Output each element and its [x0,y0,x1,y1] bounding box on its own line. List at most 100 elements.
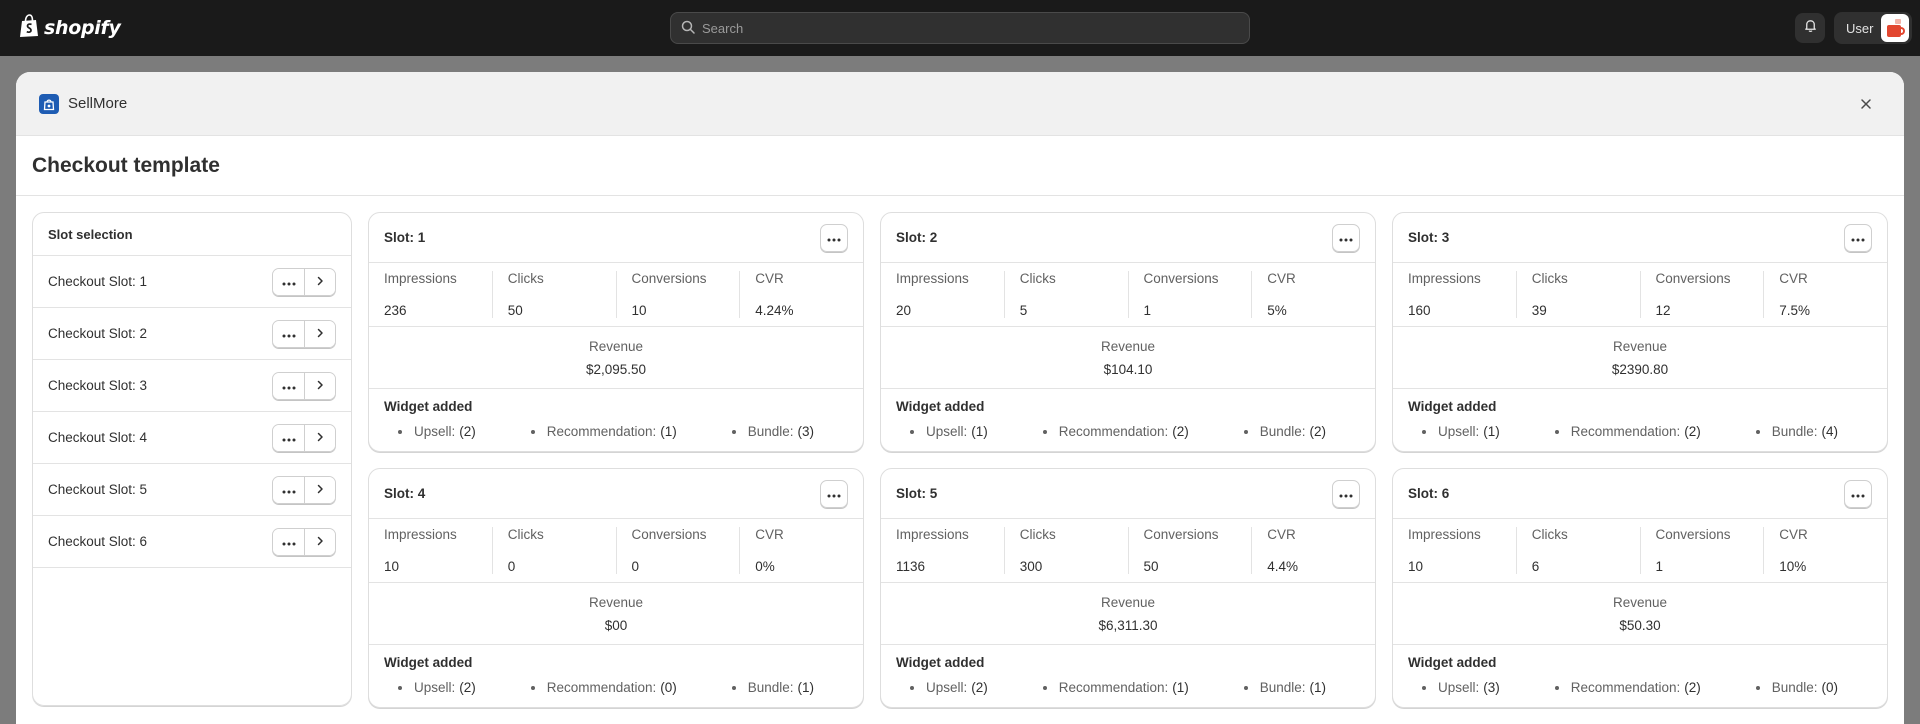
slot-more-button[interactable] [820,479,848,508]
metric-label: Conversions [1143,271,1219,286]
slot-list-item-label: Checkout Slot: 6 [48,534,148,549]
slot-more-button[interactable] [1332,223,1360,252]
slot-metrics: Impressions 10 Clicks 0 Conversions 0 CV… [369,519,863,583]
upsell-count: (3) [1483,680,1500,695]
slot-list-item-label: Checkout Slot: 5 [48,482,148,497]
clicks-value: 50 [507,303,523,318]
recommendation-item: Recommendation: (2) [1554,424,1701,439]
slot-card-1: Slot: 1 Impressions 236 Clicks 50 Conver… [368,212,864,452]
slot-selection-heading: Slot selection [33,213,351,256]
open-slot-button[interactable] [304,268,335,295]
slot-more-button[interactable] [1844,479,1872,508]
sidebar-item-slot-2[interactable]: Checkout Slot: 2 [33,308,351,360]
impressions-metric: Impressions 10 [1393,527,1516,574]
bundle-item: Bundle: (4) [1755,424,1838,439]
chevron-right-icon [316,482,324,497]
more-actions-button[interactable] [273,424,304,451]
bullet-icon [731,429,736,434]
slot-list-item-label: Checkout Slot: 4 [48,430,148,445]
upsell-label: Upsell: [926,424,968,439]
revenue-value: $2390.80 [1611,361,1669,377]
metric-label: Conversions [631,527,707,542]
recommendation-label: Recommendation: [1570,424,1681,439]
sidebar-item-slot-5[interactable]: Checkout Slot: 5 [33,464,351,516]
widgets-section: Widget added Upsell: (2) Recommendation:… [369,389,863,439]
widget-list: Upsell: (1) Recommendation: (2) Bundle: … [896,424,1360,439]
widget-list: Upsell: (1) Recommendation: (2) Bundle: … [1408,424,1872,439]
bullet-icon [910,429,914,434]
slot-actions [272,267,336,296]
bundle-label: Bundle: [747,680,794,695]
impressions-metric: Impressions 10 [369,527,492,574]
more-actions-button[interactable] [273,372,304,399]
bell-icon [1803,18,1818,38]
widgets-title: Widget added [896,399,985,414]
upsell-count: (2) [459,680,476,695]
conversions-metric: Conversions 0 [615,527,740,574]
bullet-icon [530,429,535,434]
open-slot-button[interactable] [304,528,335,555]
bundle-item: Bundle: (1) [1243,680,1326,695]
sidebar-item-slot-3[interactable]: Checkout Slot: 3 [33,360,351,412]
slot-more-button[interactable] [820,223,848,252]
more-actions-button[interactable] [273,528,304,555]
revenue-label: Revenue [588,594,644,610]
sidebar-item-slot-6[interactable]: Checkout Slot: 6 [33,516,351,568]
more-actions-button[interactable] [273,476,304,503]
cvr-value: 4.4% [1267,559,1299,574]
metric-label: Clicks [1019,271,1056,286]
revenue-label: Revenue [1100,594,1156,610]
checkout-template-modal: SellMore Checkout template Slot selectio… [16,72,1904,724]
app-icon [39,93,59,114]
more-horizontal-icon [827,229,841,247]
cvr-value: 0% [755,559,775,574]
bundle-count: (1) [797,680,815,695]
open-slot-button[interactable] [304,372,335,399]
bullet-icon [1554,685,1559,690]
conversions-value: 1 [1143,303,1152,318]
page-title: Checkout template [32,153,220,177]
shopify-logo[interactable]: shopify [19,13,121,43]
widgets-title: Widget added [896,655,985,670]
clicks-value: 5 [1019,303,1028,318]
cvr-metric: CVR 7.5% [1763,271,1887,318]
chevron-right-icon [316,326,324,341]
bundle-item: Bundle: (2) [1243,424,1326,439]
upsell-label: Upsell: [1438,680,1480,695]
bullet-icon [1554,429,1559,434]
user-menu-button[interactable]: User [1834,12,1912,44]
slot-more-button[interactable] [1844,223,1872,252]
bullet-icon [398,685,402,690]
slot-actions [272,527,336,556]
revenue-label: Revenue [1100,338,1156,354]
sidebar-item-slot-1[interactable]: Checkout Slot: 1 [33,256,351,308]
slot-more-button[interactable] [1332,479,1360,508]
upsell-item: Upsell: (2) [910,680,988,695]
notifications-button[interactable] [1795,13,1825,43]
upsell-item: Upsell: (2) [398,680,476,695]
bundle-label: Bundle: [1771,424,1818,439]
revenue-label: Revenue [588,338,644,354]
search-icon [681,20,695,37]
open-slot-button[interactable] [304,320,335,347]
clicks-metric: Clicks 300 [1003,527,1128,574]
slot-actions [272,319,336,348]
metric-label: Clicks [507,527,544,542]
more-actions-button[interactable] [273,320,304,347]
metric-label: CVR [755,271,784,286]
more-horizontal-icon [1339,485,1353,503]
more-horizontal-icon [827,485,841,503]
slot-card-header: Slot: 5 [881,469,1375,519]
more-actions-button[interactable] [273,268,304,295]
search-input[interactable]: Search [670,12,1250,44]
cvr-value: 10% [1779,559,1807,574]
open-slot-button[interactable] [304,424,335,451]
bullet-icon [1422,429,1426,434]
metric-label: Impressions [384,527,457,542]
sidebar-item-slot-4[interactable]: Checkout Slot: 4 [33,412,351,464]
open-slot-button[interactable] [304,476,335,503]
close-icon[interactable] [1856,94,1876,114]
metric-label: Clicks [1531,527,1568,542]
metric-label: Conversions [1655,527,1731,542]
clicks-metric: Clicks 50 [491,271,616,318]
